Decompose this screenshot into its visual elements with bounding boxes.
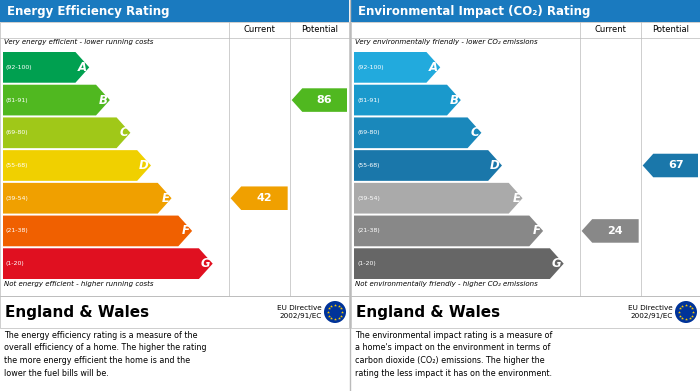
Text: England & Wales: England & Wales bbox=[356, 305, 500, 319]
Text: 86: 86 bbox=[317, 95, 332, 105]
Circle shape bbox=[675, 301, 697, 323]
Polygon shape bbox=[354, 52, 440, 83]
Text: B: B bbox=[99, 93, 108, 107]
Text: Very environmentally friendly - lower CO₂ emissions: Very environmentally friendly - lower CO… bbox=[355, 39, 538, 45]
Text: 67: 67 bbox=[668, 160, 683, 170]
Text: (1-20): (1-20) bbox=[6, 261, 25, 266]
Text: B: B bbox=[450, 93, 459, 107]
Text: (92-100): (92-100) bbox=[357, 65, 384, 70]
Polygon shape bbox=[643, 154, 698, 177]
Text: (21-38): (21-38) bbox=[6, 228, 29, 233]
Text: E: E bbox=[162, 192, 169, 205]
Text: England & Wales: England & Wales bbox=[5, 305, 149, 319]
Text: (39-54): (39-54) bbox=[357, 196, 380, 201]
Text: (21-38): (21-38) bbox=[357, 228, 379, 233]
Text: C: C bbox=[471, 126, 480, 139]
Text: EU Directive
2002/91/EC: EU Directive 2002/91/EC bbox=[629, 305, 673, 319]
Text: Current: Current bbox=[243, 25, 275, 34]
Text: (55-68): (55-68) bbox=[357, 163, 379, 168]
Text: Not environmentally friendly - higher CO₂ emissions: Not environmentally friendly - higher CO… bbox=[355, 281, 538, 287]
Text: A: A bbox=[78, 61, 88, 74]
Polygon shape bbox=[354, 215, 543, 246]
Text: C: C bbox=[120, 126, 128, 139]
Circle shape bbox=[324, 301, 346, 323]
Text: Current: Current bbox=[594, 25, 626, 34]
Polygon shape bbox=[292, 88, 347, 112]
Bar bbox=[0, 22, 349, 296]
Polygon shape bbox=[3, 52, 90, 83]
Bar bbox=[351, 296, 700, 328]
Polygon shape bbox=[354, 117, 482, 148]
Bar bbox=[0, 296, 349, 328]
Bar bbox=[351, 22, 700, 296]
Text: Energy Efficiency Rating: Energy Efficiency Rating bbox=[7, 5, 169, 18]
Bar bbox=[351, 0, 700, 22]
Polygon shape bbox=[230, 187, 288, 210]
Text: F: F bbox=[533, 224, 541, 237]
Polygon shape bbox=[354, 248, 564, 279]
Polygon shape bbox=[3, 85, 110, 115]
Polygon shape bbox=[3, 248, 213, 279]
Text: The environmental impact rating is a measure of
a home's impact on the environme: The environmental impact rating is a mea… bbox=[355, 331, 552, 377]
Polygon shape bbox=[354, 85, 461, 115]
Text: EU Directive
2002/91/EC: EU Directive 2002/91/EC bbox=[277, 305, 322, 319]
Text: Potential: Potential bbox=[301, 25, 338, 34]
Text: F: F bbox=[182, 224, 190, 237]
Text: (92-100): (92-100) bbox=[6, 65, 33, 70]
Text: (39-54): (39-54) bbox=[6, 196, 29, 201]
Polygon shape bbox=[354, 183, 523, 213]
Polygon shape bbox=[3, 215, 192, 246]
Text: Not energy efficient - higher running costs: Not energy efficient - higher running co… bbox=[4, 281, 153, 287]
Text: (69-80): (69-80) bbox=[6, 130, 29, 135]
Text: G: G bbox=[552, 257, 561, 270]
Bar bbox=[0, 0, 349, 22]
Text: E: E bbox=[512, 192, 521, 205]
Text: G: G bbox=[201, 257, 211, 270]
Text: Potential: Potential bbox=[652, 25, 689, 34]
Polygon shape bbox=[354, 150, 502, 181]
Text: A: A bbox=[429, 61, 438, 74]
Text: D: D bbox=[139, 159, 149, 172]
Text: (1-20): (1-20) bbox=[357, 261, 376, 266]
Text: D: D bbox=[490, 159, 500, 172]
Text: 24: 24 bbox=[608, 226, 623, 236]
Text: Very energy efficient - lower running costs: Very energy efficient - lower running co… bbox=[4, 39, 153, 45]
Text: The energy efficiency rating is a measure of the
overall efficiency of a home. T: The energy efficiency rating is a measur… bbox=[4, 331, 206, 377]
Text: 42: 42 bbox=[257, 193, 272, 203]
Text: (69-80): (69-80) bbox=[357, 130, 379, 135]
Polygon shape bbox=[3, 183, 172, 213]
Text: Environmental Impact (CO₂) Rating: Environmental Impact (CO₂) Rating bbox=[358, 5, 590, 18]
Text: (81-91): (81-91) bbox=[357, 98, 379, 102]
Polygon shape bbox=[582, 219, 638, 243]
Polygon shape bbox=[3, 117, 130, 148]
Polygon shape bbox=[3, 150, 151, 181]
Text: (81-91): (81-91) bbox=[6, 98, 29, 102]
Text: (55-68): (55-68) bbox=[6, 163, 29, 168]
